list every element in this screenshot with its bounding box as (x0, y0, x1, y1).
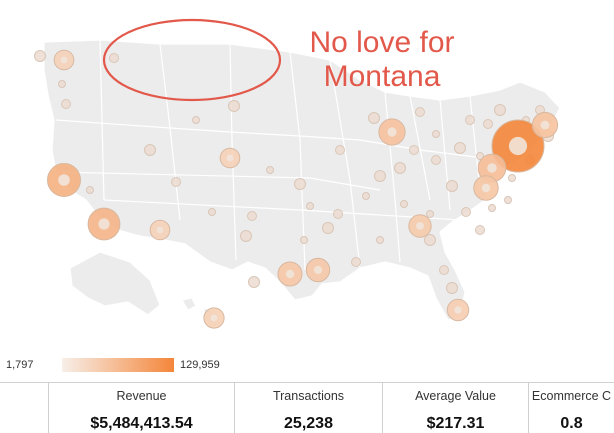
map-bubble-core (58, 174, 70, 186)
map-bubble-core (454, 306, 462, 314)
map-bubble-small[interactable] (426, 210, 434, 218)
map-bubble-core (156, 226, 164, 234)
map-bubble-small[interactable] (446, 180, 458, 192)
annotation-text: No love for Montana (282, 26, 482, 94)
map-bubble-small[interactable] (454, 142, 466, 154)
map-bubble-small[interactable] (144, 144, 156, 156)
map-bubble-small[interactable] (58, 80, 66, 88)
map-bubble-small[interactable] (362, 192, 370, 200)
map-bubble-small[interactable] (109, 53, 119, 63)
map-bubble-core (285, 269, 295, 279)
map-bubble-small[interactable] (409, 145, 419, 155)
metric-transactions[interactable]: Transactions 25,238 (234, 383, 382, 433)
map-bubble-small[interactable] (494, 104, 506, 116)
annotation-line-2: Montana (323, 60, 441, 93)
map-bubble-core (210, 314, 218, 322)
metric-partial-left[interactable] (0, 383, 48, 433)
metric-value: 25,238 (284, 415, 333, 432)
bubbles-layer (34, 49, 559, 329)
map-bubble-small[interactable] (228, 100, 240, 112)
map-bubble-core (487, 163, 497, 173)
map-bubble-small[interactable] (34, 50, 46, 62)
annotation-circle (102, 18, 282, 102)
map-bubble-small[interactable] (294, 178, 306, 190)
legend-max-label: 129,959 (180, 359, 220, 371)
color-legend: 1,797 129,959 (0, 356, 260, 376)
map-bubble-small[interactable] (374, 170, 386, 182)
map-bubble-small[interactable] (266, 166, 274, 174)
map-bubble-small[interactable] (300, 236, 308, 244)
map-bubble-small[interactable] (483, 119, 493, 129)
alaska-shape (69, 251, 161, 316)
metric-label: Average Value (415, 389, 496, 403)
map-bubble-small[interactable] (351, 257, 361, 267)
map-bubble-small[interactable] (306, 202, 314, 210)
map-bubble-small[interactable] (439, 265, 449, 275)
map-bubble-core (508, 136, 528, 156)
map-bubble-small[interactable] (476, 152, 484, 160)
legend-gradient-bar (62, 358, 174, 372)
map-bubble-small[interactable] (446, 282, 458, 294)
metric-label: Revenue (116, 389, 167, 403)
map-bubble-small[interactable] (394, 162, 406, 174)
map-bubble-small[interactable] (333, 209, 343, 219)
map-bubble-small[interactable] (322, 222, 334, 234)
map-bubble-small[interactable] (208, 208, 216, 216)
metric-revenue[interactable]: Revenue $5,484,413.54 (48, 383, 234, 433)
map-bubble-small[interactable] (335, 145, 345, 155)
map-bubble-small[interactable] (368, 112, 380, 124)
metric-average-value[interactable]: Average Value $217.31 (382, 383, 528, 433)
map-bubble-small[interactable] (432, 130, 440, 138)
map-bubble-core (60, 56, 68, 64)
map-bubble-core (416, 222, 424, 230)
map-bubble-small[interactable] (488, 204, 496, 212)
map-bubble-small[interactable] (415, 107, 425, 117)
state-borders (55, 39, 501, 271)
us-map (34, 18, 561, 329)
map-bubble-core (481, 183, 491, 193)
metric-ecommerce[interactable]: Ecommerce C 0.8 (528, 383, 614, 433)
map-bubble-small[interactable] (248, 276, 260, 288)
map-bubble-small[interactable] (431, 155, 441, 165)
map-bubble-small[interactable] (465, 115, 475, 125)
map-bubble-small[interactable] (475, 225, 485, 235)
map-bubble-small[interactable] (504, 196, 512, 204)
metrics-bar: Revenue $5,484,413.54 Transactions 25,23… (0, 382, 614, 433)
map-bubble-small[interactable] (192, 116, 200, 124)
map-area: No love for Montana (34, 18, 561, 329)
map-bubble-small[interactable] (424, 234, 436, 246)
map-bubble-core (98, 218, 110, 230)
map-bubble-small[interactable] (376, 236, 384, 244)
annotation-line-1: No love for (309, 26, 455, 59)
map-bubble-small[interactable] (508, 174, 516, 182)
map-bubble-small[interactable] (86, 186, 94, 194)
map-bubble-small[interactable] (247, 211, 257, 221)
metric-value: $5,484,413.54 (90, 415, 193, 432)
map-bubble-core (540, 120, 550, 130)
map-bubble-small[interactable] (61, 99, 71, 109)
map-bubble-small[interactable] (400, 200, 408, 208)
metric-label: Ecommerce C (531, 389, 612, 403)
map-bubble-small[interactable] (240, 230, 252, 242)
map-bubble-core (313, 265, 323, 275)
metric-value: 0.8 (560, 415, 583, 432)
map-bubble-small[interactable] (461, 207, 471, 217)
map-bubble-core (387, 127, 397, 137)
map-bubble-core (226, 154, 234, 162)
metric-label: Transactions (272, 389, 345, 403)
legend-min-label: 1,797 (6, 359, 34, 371)
map-bubble-small[interactable] (171, 177, 181, 187)
metric-value: $217.31 (426, 415, 485, 432)
